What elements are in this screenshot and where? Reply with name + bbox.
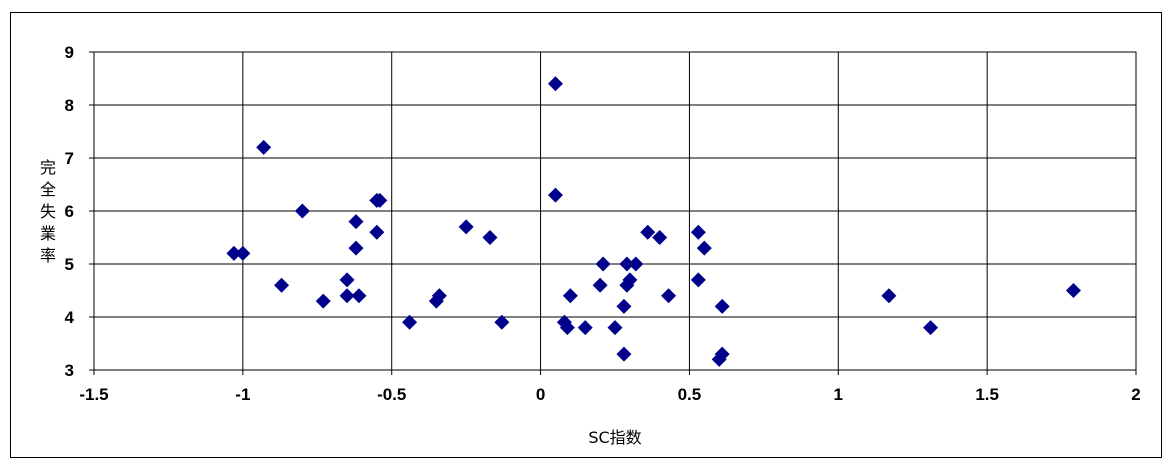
data-point-diamond [652,230,668,245]
data-point-diamond [431,288,447,304]
scatter-chart: -1.5 -1 -0.5 0 0.5 1 1.5 2 3 4 5 6 7 8 9 SC指数 完全失業率 [40,43,1141,447]
data-point-diamond [402,314,418,330]
data-point-diamond [577,320,593,336]
x-tick-label: -0.5 [377,385,406,404]
data-point-diamond [559,320,575,336]
x-tick-label: -1.5 [79,385,108,404]
data-point-diamond [274,277,290,293]
data-point-diamond [348,240,364,256]
data-point-diamond [339,288,355,304]
data-point-diamond [372,192,388,208]
tick-labels: -1.5 -1 -0.5 0 0.5 1 1.5 2 3 4 5 6 7 8 9 [65,43,1141,404]
data-point-diamond [294,203,310,219]
data-point-diamond [494,314,510,330]
x-tick-label: 0 [536,385,545,404]
data-point-diamond [640,224,656,240]
data-point-diamond [628,256,644,272]
y-tick-label: 4 [65,308,75,327]
x-tick-label: 1 [834,385,843,404]
data-point-diamond [616,298,632,314]
y-tick-label: 7 [65,149,74,168]
data-point-diamond [235,245,251,261]
data-point-diamond [339,272,355,288]
x-axis-title: SC指数 [588,428,641,447]
y-axis-title: 完全失業率 [40,158,56,265]
data-point-diamond [562,288,578,304]
x-tick-label: 2 [1131,385,1140,404]
chart-frame: -1.5 -1 -0.5 0 0.5 1 1.5 2 3 4 5 6 7 8 9 SC指数 完全失業率 [10,12,1162,458]
data-point-diamond [315,293,331,309]
x-tick-label: 1.5 [975,385,999,404]
data-point-diamond [226,245,242,261]
data-point-diamond [592,277,608,293]
data-point-diamond [619,256,635,272]
data-point-diamond [482,230,498,245]
data-point-diamond [881,288,897,304]
x-tick-label: -1 [235,385,250,404]
data-point-diamond [607,320,623,336]
data-point-diamond [256,139,272,155]
data-point-diamond [690,272,706,288]
x-tick-label: 0.5 [678,385,702,404]
data-points [226,76,1081,367]
data-point-diamond [696,240,712,256]
data-point-diamond [714,298,730,314]
data-point-diamond [351,288,367,304]
plot-area [93,51,1137,371]
data-point-diamond [547,76,563,92]
data-point-diamond [547,187,563,203]
data-point-diamond [369,224,385,240]
data-point-diamond [622,272,638,288]
y-tick-label: 5 [65,255,74,274]
y-tick-label: 6 [65,202,74,221]
data-point-diamond [458,219,474,235]
data-point-diamond [595,256,611,272]
y-tick-label: 8 [65,96,74,115]
data-point-diamond [714,346,730,362]
data-point-diamond [923,320,939,336]
data-point-diamond [348,214,364,230]
y-tick-label: 3 [65,361,74,380]
y-tick-label: 9 [65,43,74,62]
data-point-diamond [661,288,677,304]
data-point-diamond [690,224,706,240]
data-point-diamond [1065,283,1081,298]
data-point-diamond [616,346,632,362]
